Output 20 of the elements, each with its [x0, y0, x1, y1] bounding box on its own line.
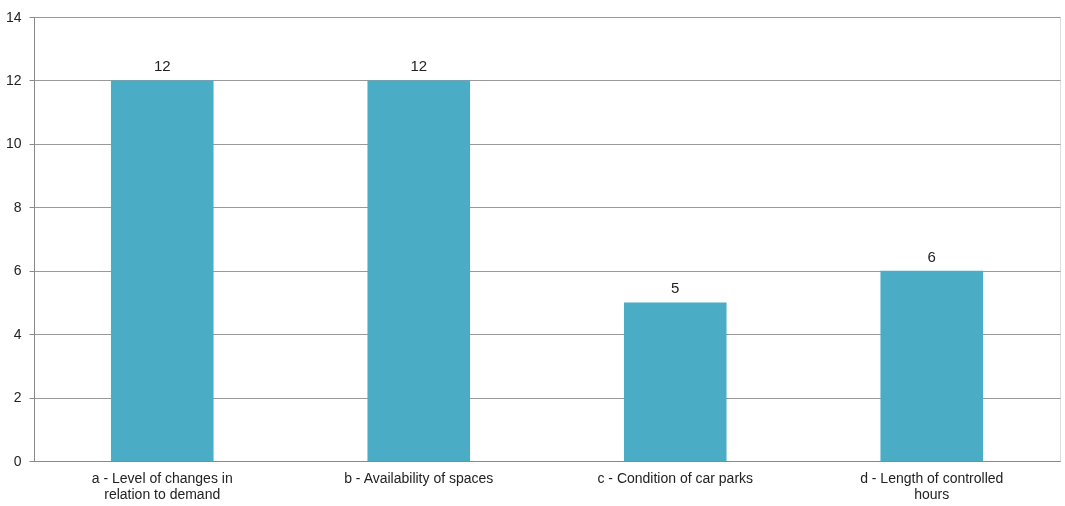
y-tick-label: 8	[13, 198, 22, 215]
bar	[880, 270, 984, 461]
data-label: 5	[671, 279, 680, 297]
x-tick-label: b - Availability of spaces	[344, 469, 494, 486]
data-label: 6	[927, 247, 936, 265]
bar	[110, 80, 214, 461]
bar	[623, 302, 727, 461]
y-tick-label: 14	[5, 8, 22, 25]
y-tick-label: 0	[13, 452, 22, 469]
data-label: 12	[410, 57, 428, 75]
y-tick-label: 12	[5, 71, 22, 88]
data-label: 12	[153, 57, 171, 75]
x-tick-label: a - Level of changes in relation to demand	[91, 469, 233, 502]
bar	[367, 80, 471, 461]
y-tick-label: 2	[13, 389, 22, 406]
x-tick-label: d - Length of controlled hours	[860, 469, 1004, 502]
x-tick-label: c - Condition of car parks	[597, 469, 754, 486]
y-tick-label: 4	[13, 325, 22, 342]
y-tick-label: 10	[5, 135, 22, 152]
y-tick-label: 6	[13, 262, 22, 279]
